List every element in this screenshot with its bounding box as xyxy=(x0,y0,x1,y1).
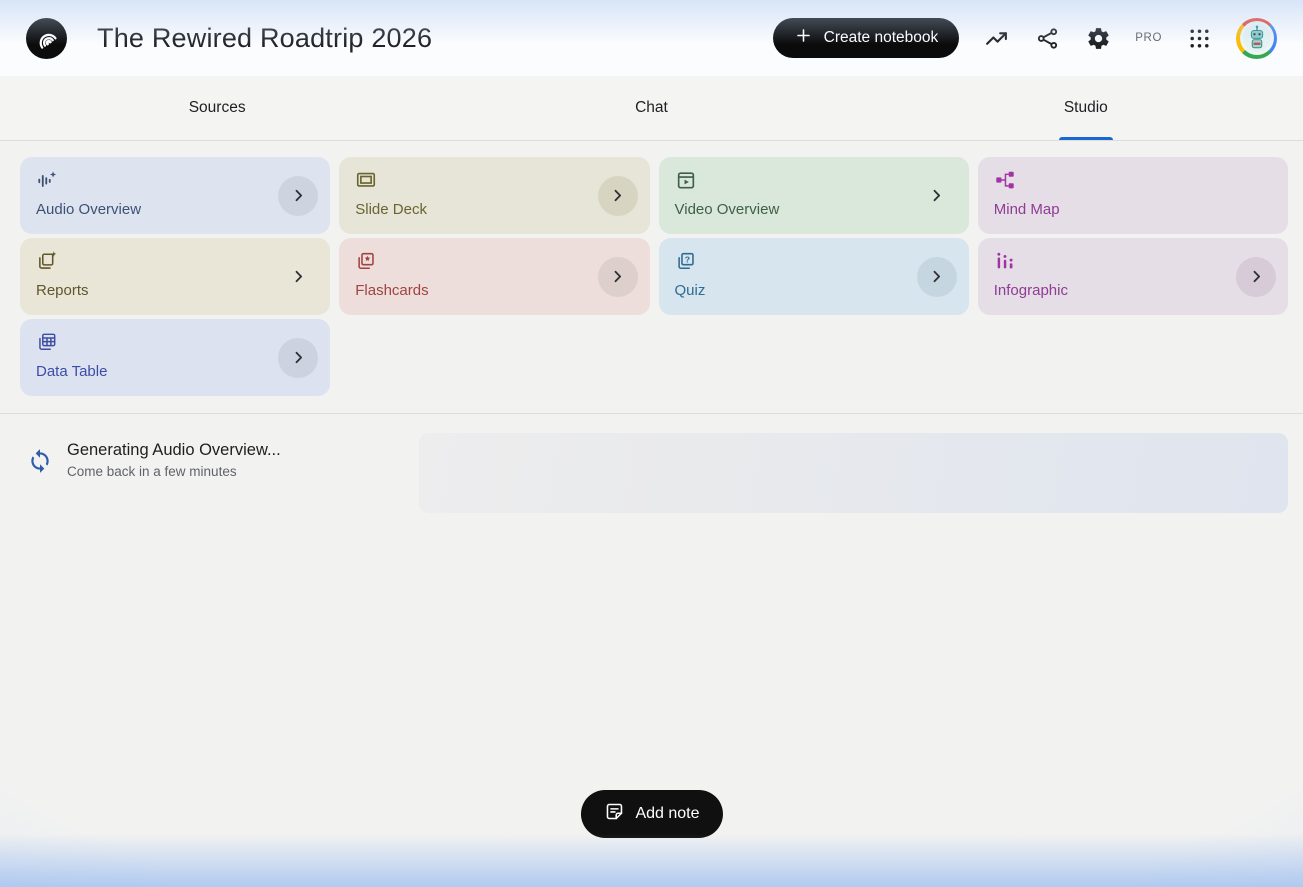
audio-overview-icon xyxy=(36,169,58,191)
trending-up-icon[interactable] xyxy=(982,24,1010,52)
chevron-right-icon[interactable] xyxy=(278,175,319,216)
apps-grid-icon[interactable] xyxy=(1185,24,1213,52)
add-note-button[interactable]: Add note xyxy=(580,790,723,838)
sync-icon xyxy=(27,448,53,474)
header-actions: Create notebook PRO xyxy=(772,17,1277,59)
panel-tabs: Sources Chat Studio xyxy=(0,76,1303,141)
studio-panel: Audio Overview Slide Deck Video Overview… xyxy=(0,141,1303,887)
data-table-icon xyxy=(36,331,58,353)
studio-card-label: Reports xyxy=(36,282,89,299)
notebook-title[interactable]: The Rewired Roadtrip 2026 xyxy=(97,22,433,53)
studio-card-label: Data Table xyxy=(36,363,108,380)
create-notebook-label: Create notebook xyxy=(823,29,939,46)
tab-studio[interactable]: Studio xyxy=(869,76,1303,140)
studio-card-mind-map[interactable]: Mind Map xyxy=(977,157,1288,234)
chevron-right-icon[interactable] xyxy=(597,175,638,216)
notebooklm-logo-icon[interactable] xyxy=(26,17,67,59)
chevron-right-icon[interactable] xyxy=(597,256,638,297)
generating-text-block: Generating Audio Overview... Come back i… xyxy=(67,432,419,479)
studio-card-label: Audio Overview xyxy=(36,201,142,218)
video-overview-icon xyxy=(675,169,697,191)
chevron-right-icon[interactable] xyxy=(1236,256,1276,297)
studio-card-flashcards[interactable]: Flashcards xyxy=(339,238,650,315)
studio-card-label: Video Overview xyxy=(674,201,780,218)
studio-card-label: Flashcards xyxy=(355,282,429,299)
studio-card-reports[interactable]: Reports xyxy=(20,238,331,315)
studio-card-video-overview[interactable]: Video Overview xyxy=(658,157,969,234)
studio-card-slide-deck[interactable]: Slide Deck xyxy=(339,157,650,234)
studio-card-label: Slide Deck xyxy=(355,201,427,218)
studio-card-label: Mind Map xyxy=(993,201,1060,218)
quiz-icon: ? xyxy=(675,250,697,272)
avatar-robot-image xyxy=(1239,21,1274,55)
studio-card-grid: Audio Overview Slide Deck Video Overview… xyxy=(20,157,1288,396)
plus-icon xyxy=(794,26,813,50)
generating-status-row: Generating Audio Overview... Come back i… xyxy=(0,414,1303,513)
add-note-label: Add note xyxy=(635,805,700,822)
create-notebook-button[interactable]: Create notebook xyxy=(772,18,960,58)
flashcards-icon xyxy=(355,250,377,272)
pro-badge: PRO xyxy=(1135,32,1162,44)
chevron-right-icon[interactable] xyxy=(278,337,319,378)
infographic-icon xyxy=(994,250,1016,272)
note-icon xyxy=(603,801,624,827)
settings-gear-icon[interactable] xyxy=(1084,24,1112,52)
chevron-right-icon[interactable] xyxy=(278,257,318,297)
generating-title: Generating Audio Overview... xyxy=(67,441,281,459)
app-header: The Rewired Roadtrip 2026 Create noteboo… xyxy=(0,0,1303,76)
generating-subtitle: Come back in a few minutes xyxy=(67,464,237,479)
chevron-right-icon[interactable] xyxy=(916,256,957,297)
studio-card-label: Infographic xyxy=(993,282,1068,299)
user-avatar[interactable] xyxy=(1236,17,1277,59)
studio-card-quiz[interactable]: ? Quiz xyxy=(658,238,969,315)
share-icon[interactable] xyxy=(1033,24,1061,52)
tab-chat[interactable]: Chat xyxy=(635,99,668,116)
tab-sources[interactable]: Sources xyxy=(188,99,246,116)
svg-text:?: ? xyxy=(684,254,689,264)
studio-card-data-table[interactable]: Data Table xyxy=(20,319,331,396)
chevron-right-icon[interactable] xyxy=(917,176,957,216)
studio-card-audio-overview[interactable]: Audio Overview xyxy=(20,157,331,234)
mind-map-icon xyxy=(994,169,1016,191)
reports-icon xyxy=(36,250,58,272)
slide-deck-icon xyxy=(355,169,377,191)
loading-skeleton-bar xyxy=(419,433,1288,513)
studio-card-infographic[interactable]: Infographic xyxy=(977,238,1288,315)
studio-card-label: Quiz xyxy=(674,282,706,299)
